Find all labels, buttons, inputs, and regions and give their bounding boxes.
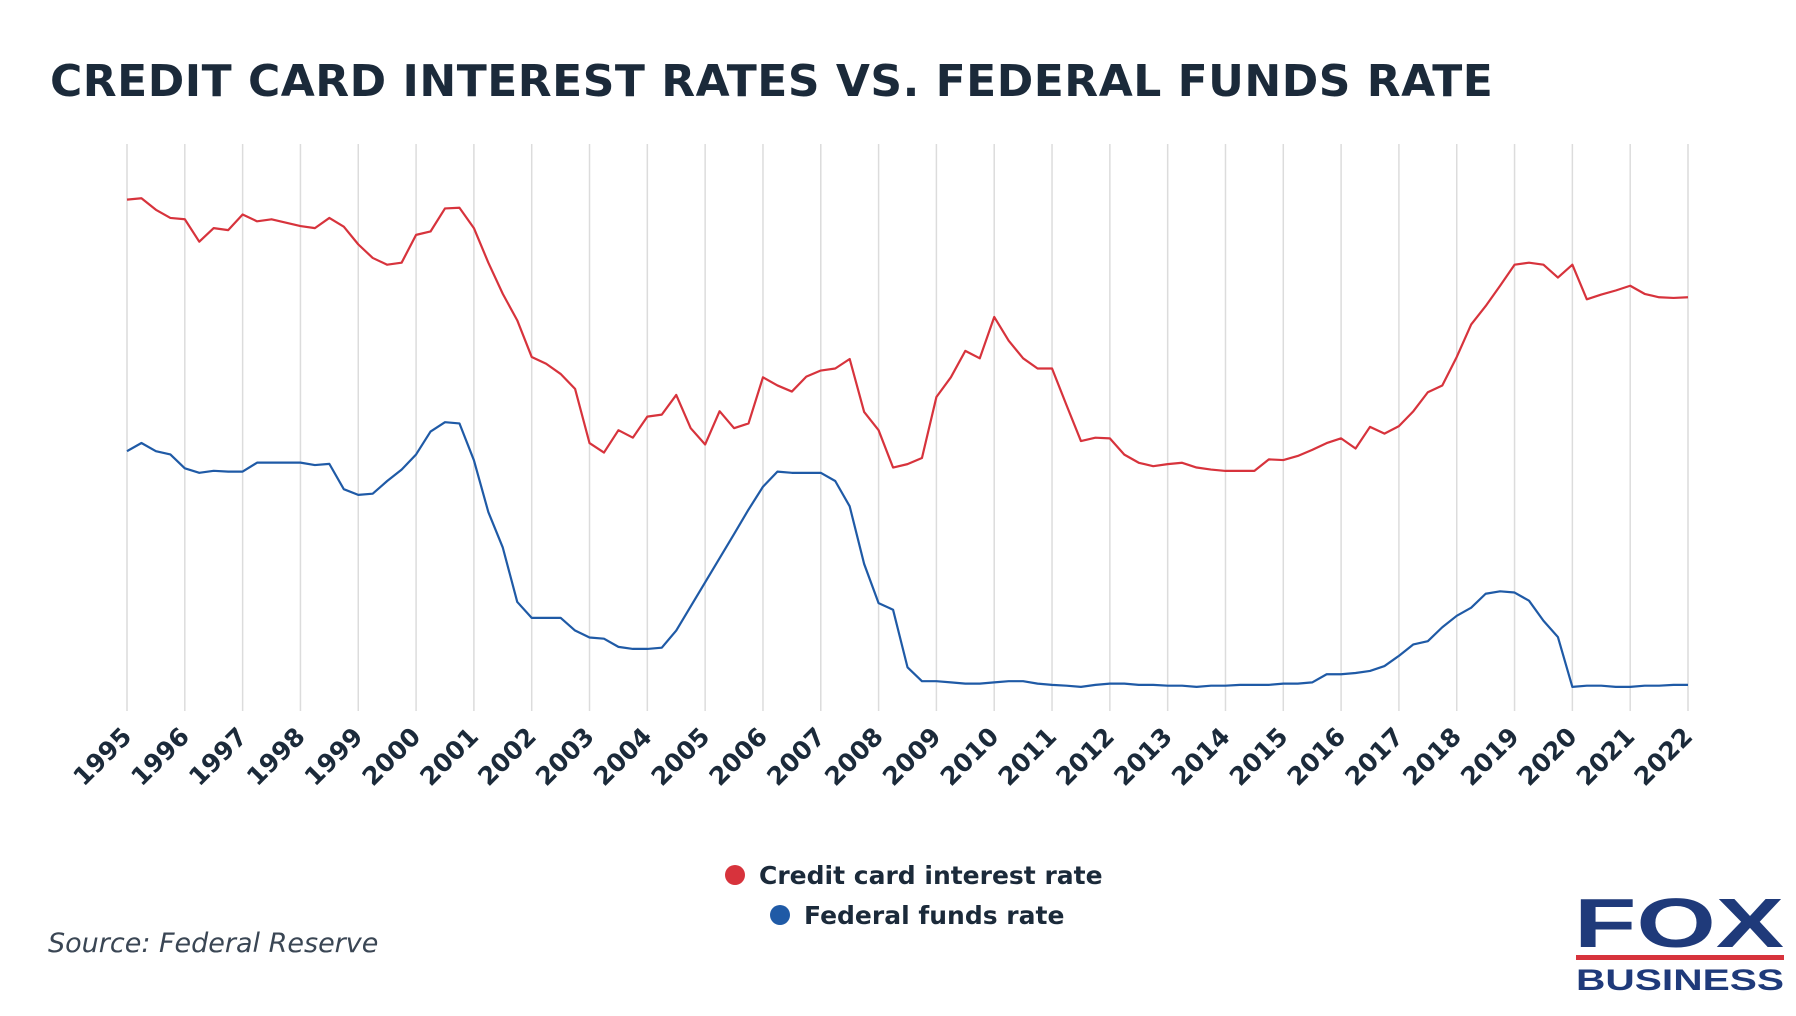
x-tick-label: 2011 (993, 722, 1063, 792)
line-series (126, 197, 1689, 473)
x-tick-label: 2012 (1050, 722, 1120, 792)
x-tick-label: 2008 (819, 722, 889, 792)
x-tick-label: 2013 (1108, 722, 1178, 792)
x-tick-label: 2006 (703, 722, 773, 792)
x-tick-label: 2004 (588, 722, 658, 792)
x-tick-label: 2002 (472, 722, 542, 792)
x-tick-label: 2009 (877, 722, 947, 792)
logo-top: FOX (1574, 884, 1784, 962)
logo: FOX BUSINESS (1574, 884, 1784, 997)
chart-title: CREDIT CARD INTEREST RATES VS. FEDERAL F… (50, 56, 1493, 107)
x-tick-label: 2016 (1282, 722, 1352, 792)
x-tick-label: 2010 (935, 722, 1005, 792)
line-series (126, 421, 1688, 688)
x-tick-label: 1997 (183, 722, 253, 792)
x-tick-label: 2001 (414, 722, 484, 792)
x-tick-label: 2014 (1166, 722, 1236, 792)
x-tick-label: 1999 (299, 722, 369, 792)
logo-bottom: BUSINESS (1576, 964, 1784, 997)
x-tick-label: 2018 (1397, 722, 1467, 792)
x-tick-label: 2000 (357, 722, 427, 792)
x-tick-label: 2022 (1629, 722, 1699, 792)
logo-bar (1576, 955, 1784, 960)
x-tick-label: 2015 (1224, 722, 1294, 792)
x-tick-label: 1998 (241, 722, 311, 792)
x-tick-label: 2005 (646, 722, 716, 792)
x-tick-label: 1995 (68, 722, 138, 792)
x-tick-label: 2003 (530, 722, 600, 792)
x-tick-label: 1996 (125, 722, 195, 792)
x-tick-label: 2020 (1513, 722, 1583, 792)
x-tick-label: 2007 (761, 722, 831, 792)
legend-marker (770, 905, 790, 925)
legend-label: Federal funds rate (804, 901, 1064, 930)
x-tick-label: 2019 (1455, 722, 1525, 792)
legend-marker (725, 865, 745, 885)
x-tick-label: 2017 (1339, 722, 1409, 792)
legend-label: Credit card interest rate (759, 861, 1103, 890)
x-tick-label: 2021 (1571, 722, 1641, 792)
source-note: Source: Federal Reserve (48, 928, 378, 959)
